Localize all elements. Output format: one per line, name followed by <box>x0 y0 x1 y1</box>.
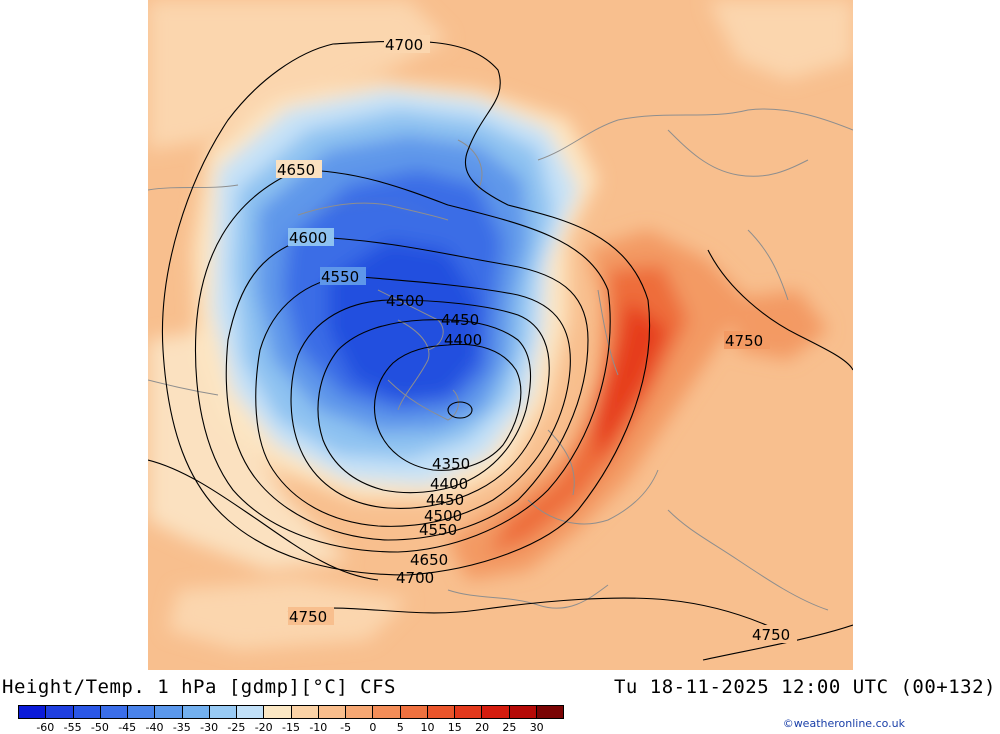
colorbar-swatch <box>427 706 455 718</box>
colorbar-swatch <box>237 706 265 718</box>
colorbar-swatch <box>373 706 401 718</box>
colorbar-swatch <box>455 706 483 718</box>
colorbar-swatch <box>318 706 346 718</box>
weather-map: 4700 4650 4600 4550 4500 4450 4400 4350 … <box>148 0 853 670</box>
colorbar-label: -30 <box>200 721 219 734</box>
colorbar-swatch <box>155 706 183 718</box>
colorbar-label: -45 <box>118 721 137 734</box>
contour-label: 4550 <box>321 268 359 286</box>
colorbar-label: -55 <box>63 721 82 734</box>
temperature-colorbar <box>18 705 564 719</box>
colorbar-label: 25 <box>502 721 517 734</box>
coastlines <box>297 199 429 216</box>
colorbar-label: -40 <box>145 721 164 734</box>
colorbar-label: 0 <box>369 721 377 734</box>
colorbar-swatch <box>19 706 47 718</box>
contour-label: 4350 <box>432 455 470 473</box>
site-credit[interactable]: ©weatheronline.co.uk <box>782 717 905 730</box>
contour-label: 4400 <box>444 331 482 349</box>
contour-labels: 4700 4650 4600 4550 4500 4450 4400 4350 … <box>276 35 797 644</box>
colorbar-label: 30 <box>529 721 544 734</box>
contour-label: 4700 <box>385 36 423 54</box>
colorbar-swatch <box>128 706 156 718</box>
contour-label: 4650 <box>410 551 448 569</box>
colorbar-label: -15 <box>282 721 300 734</box>
colorbar-swatch <box>536 706 563 718</box>
colorbar-labels: -60 -55 -50 -45 -40 -35 -30 -25 -20 -15 -10 -5 0 5 10 1… <box>18 721 564 734</box>
colorbar-label: -20 <box>254 721 273 734</box>
colorbar-swatch <box>46 706 74 718</box>
contour-label: 4600 <box>289 229 327 247</box>
contour-label: 4450 <box>426 491 464 509</box>
colorbar-swatch <box>182 706 210 718</box>
colorbar-label: 20 <box>475 721 490 734</box>
contour-label: 4500 <box>386 292 424 310</box>
colorbar-label: -35 <box>172 721 191 734</box>
valid-time: Tu 18-11-2025 12:00 UTC (00+132) <box>613 676 996 698</box>
contour-label: 4750 <box>752 626 790 644</box>
colorbar-swatch <box>509 706 537 718</box>
contour-label: 4750 <box>289 608 327 626</box>
height-contours <box>148 40 853 661</box>
colorbar-label: 15 <box>447 721 462 734</box>
colorbar-label: 5 <box>396 721 404 734</box>
colorbar-label: -60 <box>36 721 55 734</box>
colorbar-swatch <box>209 706 237 718</box>
contour-label: 4750 <box>725 332 763 350</box>
contour-label: 4500 <box>424 507 462 525</box>
colorbar-swatch <box>400 706 428 718</box>
colorbar-label: 10 <box>420 721 435 734</box>
colorbar-swatch <box>73 706 101 718</box>
contour-label: 4650 <box>277 161 315 179</box>
colorbar-label: -25 <box>227 721 246 734</box>
map-title: Height/Temp. 1 hPa [gdmp][°C] CFS <box>2 676 396 698</box>
contour-label: 4550 <box>419 521 457 539</box>
colorbar-swatch <box>264 706 292 718</box>
contour-label: 4450 <box>441 311 479 329</box>
colorbar-swatch <box>482 706 510 718</box>
colorbar-swatch <box>100 706 128 718</box>
colorbar-label: -10 <box>309 721 328 734</box>
colorbar-swatch <box>346 706 374 718</box>
coastline-lines <box>148 108 853 611</box>
colorbar-label: -5 <box>340 721 352 734</box>
contour-label: 4700 <box>396 569 434 587</box>
contour-label: 4400 <box>430 475 468 493</box>
colorbar-swatch <box>291 706 319 718</box>
colorbar-label: -50 <box>90 721 109 734</box>
